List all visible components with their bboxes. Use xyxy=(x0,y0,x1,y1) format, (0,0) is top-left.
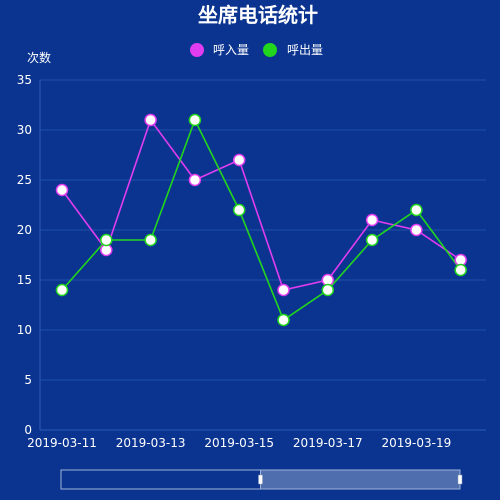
data-point-incoming[interactable] xyxy=(365,213,379,227)
series xyxy=(55,113,467,327)
y-axis-label: 次数 xyxy=(27,50,51,65)
legend-marker-outgoing xyxy=(263,43,277,57)
y-tick-label: 10 xyxy=(17,323,32,337)
data-point-outgoing[interactable] xyxy=(55,283,69,297)
zoom-handle-left[interactable] xyxy=(258,474,263,485)
data-point-outgoing[interactable] xyxy=(365,233,379,247)
y-tick-label: 35 xyxy=(17,73,32,87)
y-tick-label: 5 xyxy=(24,373,32,387)
data-point-incoming[interactable] xyxy=(188,173,202,187)
y-tick-label: 25 xyxy=(17,173,32,187)
series-line-outgoing xyxy=(61,117,462,322)
y-tick-label: 15 xyxy=(17,273,32,287)
legend[interactable]: 呼入量 呼出量 xyxy=(190,43,323,57)
data-point-outgoing[interactable] xyxy=(188,113,202,127)
data-point-incoming[interactable] xyxy=(277,283,290,297)
legend-item-incoming[interactable]: 呼入量 xyxy=(190,43,249,57)
chart-title: 坐席电话统计 xyxy=(198,3,318,27)
x-tick-label: 2019-03-13 xyxy=(116,436,186,450)
data-point-incoming[interactable] xyxy=(55,183,69,197)
y-tick-label: 20 xyxy=(17,223,32,237)
data-point-outgoing[interactable] xyxy=(454,263,467,277)
y-tick-label: 30 xyxy=(17,123,32,137)
data-point-incoming[interactable] xyxy=(410,223,423,237)
x-tick-label: 2019-03-15 xyxy=(204,436,274,450)
data-zoom-slider[interactable] xyxy=(60,469,463,490)
axes: 0 5 10 15 20 25 30 35 2019-03-11 2019-03-13 2019-0… xyxy=(17,73,452,450)
data-point-incoming[interactable] xyxy=(144,113,157,127)
data-point-outgoing[interactable] xyxy=(100,233,113,247)
x-tick-label: 2019-03-17 xyxy=(293,436,363,450)
legend-label-outgoing: 呼出量 xyxy=(287,43,323,57)
x-tick-label: 2019-03-11 xyxy=(27,436,97,450)
data-point-outgoing[interactable] xyxy=(232,203,246,217)
data-point-outgoing[interactable] xyxy=(144,233,157,247)
data-point-outgoing[interactable] xyxy=(321,283,335,297)
data-point-outgoing[interactable] xyxy=(277,313,290,327)
y-tick-label: 0 xyxy=(24,423,32,437)
data-point-incoming[interactable] xyxy=(232,153,246,167)
zoom-handle-right[interactable] xyxy=(457,474,463,485)
legend-marker-incoming xyxy=(190,43,204,57)
x-tick-label: 2019-03-19 xyxy=(382,436,452,450)
data-point-outgoing[interactable] xyxy=(410,203,423,217)
legend-item-outgoing[interactable]: 呼出量 xyxy=(263,43,323,57)
legend-label-incoming: 呼入量 xyxy=(213,43,249,57)
zoom-selected-range[interactable] xyxy=(260,469,461,490)
